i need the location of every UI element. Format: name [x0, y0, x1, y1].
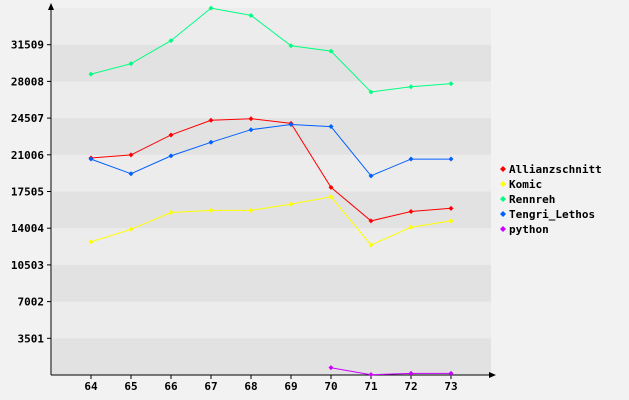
grid-band — [52, 154, 491, 192]
data-point — [168, 132, 174, 138]
data-point — [288, 201, 294, 207]
data-point — [368, 218, 374, 224]
y-tick-label: 28008 — [11, 75, 44, 88]
data-point — [288, 121, 294, 127]
x-tick-label: 72 — [404, 380, 417, 393]
data-point — [448, 81, 454, 87]
data-point — [168, 38, 174, 44]
x-tick-label: 65 — [124, 380, 137, 393]
series-komic — [88, 194, 454, 248]
data-point — [368, 89, 374, 95]
series-line — [90, 118, 452, 222]
data-point — [408, 224, 414, 230]
data-point — [168, 210, 174, 216]
legend-label: Tengri_Lethos — [509, 208, 595, 221]
legend-label: Rennreh — [509, 193, 555, 206]
series-line — [330, 367, 451, 376]
legend-marker — [500, 211, 506, 217]
data-point — [128, 152, 134, 158]
data-point — [248, 207, 254, 213]
data-point — [128, 61, 134, 67]
data-point — [248, 12, 254, 18]
x-tick-label: 64 — [84, 380, 98, 393]
data-point — [328, 365, 334, 371]
grid-band — [52, 228, 491, 265]
data-point — [448, 218, 454, 224]
series-line — [90, 196, 452, 246]
grid-band — [52, 191, 491, 229]
data-point — [408, 156, 414, 162]
data-point — [368, 372, 374, 378]
data-point — [408, 208, 414, 214]
x-tick-label: 69 — [284, 380, 297, 393]
x-tick-label: 68 — [244, 380, 257, 393]
x-tick-label: 67 — [204, 380, 217, 393]
x-tick-label: 70 — [324, 380, 337, 393]
data-point — [248, 127, 254, 133]
data-point — [328, 48, 334, 54]
grid-band — [52, 44, 491, 82]
data-point — [208, 117, 214, 123]
legend-marker — [500, 166, 506, 172]
series-rennreh — [88, 5, 454, 95]
legend-marker — [500, 196, 506, 202]
data-point — [88, 71, 94, 77]
data-point — [368, 242, 374, 248]
data-point — [288, 43, 294, 49]
data-point — [88, 239, 94, 245]
data-point — [248, 116, 254, 122]
grid-band — [52, 8, 491, 45]
grid-band — [52, 264, 491, 302]
data-point — [448, 370, 454, 376]
x-tick-label: 73 — [444, 380, 457, 393]
grid-band — [52, 118, 491, 155]
series-tengri-lethos — [88, 121, 454, 179]
data-point — [328, 124, 334, 130]
y-tick-label: 7002 — [18, 296, 45, 309]
data-point — [408, 370, 414, 376]
data-point — [208, 207, 214, 213]
grid-bands — [52, 8, 491, 375]
x-tick-label: 66 — [164, 380, 178, 393]
legend-label: python — [509, 223, 549, 236]
data-point — [448, 205, 454, 211]
data-point — [88, 156, 94, 162]
data-point — [208, 5, 214, 11]
axes: 3501 7002 10503 14004 17505 21006 24507 28008 31… — [11, 3, 496, 393]
data-point — [408, 84, 414, 90]
legend-label: Allianzschnitt — [509, 163, 602, 176]
data-point — [368, 173, 374, 179]
legend-marker — [500, 226, 506, 232]
data-point — [448, 156, 454, 162]
y-tick-label: 24507 — [11, 112, 44, 125]
y-tick-label: 21006 — [11, 149, 44, 162]
grid-band — [52, 338, 491, 375]
series-layer — [88, 5, 454, 378]
data-point — [128, 171, 134, 177]
y-tick-label: 14004 — [11, 222, 44, 235]
data-point — [328, 184, 334, 190]
y-tick-label: 10503 — [11, 259, 44, 272]
grid-band — [52, 301, 491, 339]
y-axis-arrow — [48, 3, 54, 10]
data-point — [328, 194, 334, 200]
series-line — [90, 123, 451, 177]
x-tick-label: 71 — [364, 380, 378, 393]
x-axis-arrow — [489, 372, 496, 378]
y-tick-label: 3501 — [18, 332, 45, 345]
y-tick-label: 31509 — [11, 39, 44, 52]
data-point — [128, 226, 134, 232]
legend-marker — [500, 181, 506, 187]
series-python — [328, 365, 454, 378]
legend: Allianzschnitt Komic Rennreh Tengri_Lethosp… — [500, 163, 602, 236]
grid-band — [52, 81, 491, 119]
legend-label: Komic — [509, 178, 542, 191]
data-point — [168, 153, 174, 159]
series-line — [90, 7, 452, 93]
y-tick-label: 17505 — [11, 186, 44, 199]
data-point — [208, 139, 214, 145]
